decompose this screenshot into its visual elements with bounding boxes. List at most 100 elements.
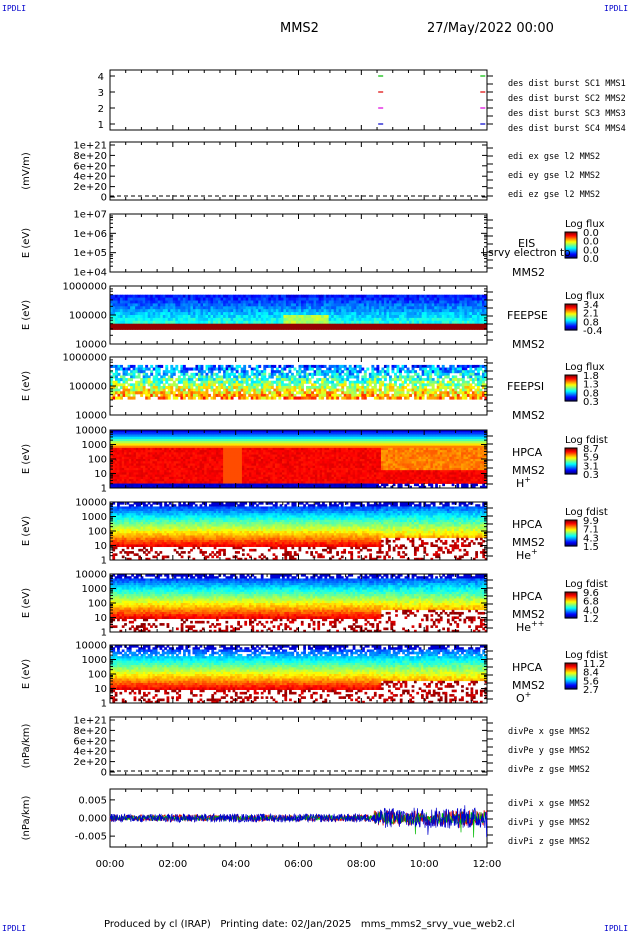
heatmap-cell [484,315,488,319]
heatmap-cell [119,447,123,451]
heatmap-cell [167,375,171,379]
heatmap-cell [132,364,136,368]
heatmap-cell [180,459,184,462]
heatmap-cell [308,312,312,316]
heatmap-cell [469,383,473,387]
heatmap-cell [192,372,196,376]
heatmap-cell [117,388,121,392]
heatmap-cell [419,375,423,379]
heatmap-cell [145,461,149,464]
heatmap-cell [484,383,488,387]
heatmap-cell [298,294,302,298]
heatmap-cell [396,378,400,382]
heatmap-cell [434,303,438,307]
heatmap-cell [145,375,149,379]
heatmap-cell [115,297,118,301]
heatmap-cell [173,463,177,467]
heatmap-cell [170,386,174,390]
heatmap-cell [173,447,177,451]
heatmap-cell [157,450,160,453]
heatmap-cell [128,461,132,464]
heatmap-cell [160,391,164,395]
heatmap-cell [152,300,156,304]
heatmap-cell [208,367,211,371]
heatmap-cell [206,441,210,444]
heatmap-cell [150,454,153,458]
heatmap-cell [185,472,189,476]
heatmap-cell [278,391,282,395]
heatmap-cell [135,375,139,379]
heatmap-cell [371,380,375,384]
heatmap-cell [331,326,335,330]
heatmap-cell [200,294,204,298]
heatmap-cell [124,470,127,473]
heatmap-cell [353,323,357,327]
heatmap-cell [328,380,332,384]
heatmap-cell [142,485,146,489]
heatmap-cell [201,452,205,455]
heatmap-cell [187,479,191,482]
heatmap-cell [444,303,448,307]
heatmap-cell [168,465,172,469]
heatmap-cell [161,465,165,469]
heatmap-cell [298,380,302,384]
heatmap-cell [161,445,165,449]
heatmap-cell [431,386,435,390]
heatmap-cell [140,443,144,447]
heatmap-cell [233,375,237,379]
heatmap-cell [383,372,387,376]
heatmap-cell [127,297,131,301]
heatmap-cell [187,303,191,307]
heatmap-cell [187,393,191,397]
heatmap-cell [295,309,299,313]
heatmap-cell [258,391,262,395]
heatmap-cell [449,309,453,313]
heatmap-cell [147,447,151,451]
heatmap-cell [446,300,450,304]
heatmap-cell [154,483,158,487]
heatmap-cell [406,320,410,325]
heatmap-cell [142,445,146,449]
heatmap-cell [406,323,410,327]
heatmap-cell [416,320,420,325]
colorbar-tick-label: 3.4 [583,300,599,311]
heatmap-cell [341,364,345,368]
heatmap-cell [205,306,209,310]
heatmap-cell [157,438,160,442]
heatmap-cell [441,317,445,322]
heatmap-cell [120,383,123,387]
heatmap-cell [378,391,382,395]
heatmap-cell [142,472,146,476]
heatmap-cell [138,481,142,484]
heatmap-cell [204,432,208,435]
heatmap-cell [208,300,211,304]
heatmap-cell [110,300,113,304]
heatmap-cell [194,436,198,440]
heatmap-cell [243,393,247,397]
heatmap-cell [283,306,287,310]
heatmap-cell [206,459,210,462]
heatmap-cell [351,317,355,322]
heatmap-cell [206,467,210,471]
heatmap-cell [318,323,322,327]
heatmap-cell [394,320,397,325]
heatmap-cell [253,393,257,397]
heatmap-cell [358,380,362,384]
heatmap-cell [145,303,149,307]
heatmap-cell [220,323,224,327]
heatmap-cell [464,326,468,330]
heatmap-cell [215,372,219,376]
heatmap-cell [165,372,169,376]
heatmap-cell [168,436,172,440]
heatmap-cell [424,320,428,325]
heatmap-cell [401,383,405,387]
heatmap-cell [194,474,198,478]
heatmap-cell [206,485,210,489]
heatmap-cell [388,386,392,390]
heatmap-cell [135,450,139,453]
heatmap-cell [394,375,397,379]
heatmap-cell [192,443,196,447]
heatmap-cell [323,294,327,298]
heatmap-cell [233,391,237,395]
heatmap-cell [161,434,165,438]
